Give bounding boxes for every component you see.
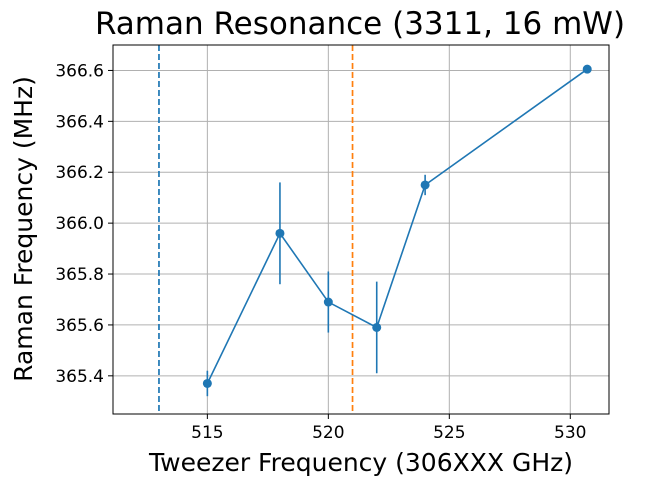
y-tick-label: 366.4 <box>55 112 104 132</box>
x-axis-label: Tweezer Frequency (306XXX GHz) <box>148 448 573 477</box>
chart-title: Raman Resonance (3311, 16 mW) <box>95 6 625 42</box>
data-point <box>372 322 382 332</box>
y-tick-label: 366.6 <box>55 61 104 81</box>
y-tick-label: 365.8 <box>55 265 104 285</box>
y-tick-label: 365.6 <box>55 316 104 336</box>
data-point <box>323 297 333 307</box>
y-tick-label: 365.4 <box>55 367 104 387</box>
x-tick-label: 525 <box>433 423 465 443</box>
y-axis-label: Raman Frequency (MHz) <box>9 76 38 382</box>
x-tick-label: 530 <box>554 423 586 443</box>
x-tick-label: 515 <box>191 423 223 443</box>
data-point <box>582 64 592 74</box>
data-point <box>275 228 285 238</box>
y-tick-label: 366.0 <box>55 214 104 234</box>
x-tick-label: 520 <box>312 423 344 443</box>
plot-frame <box>112 44 610 415</box>
data-point <box>420 180 430 190</box>
series-line <box>206 68 588 384</box>
data-point <box>202 378 212 388</box>
grid <box>113 45 609 414</box>
reference-lines <box>158 45 354 414</box>
data-series <box>202 64 592 397</box>
y-tick-label: 366.2 <box>55 163 104 183</box>
ticks: 515 520 525 530 365.4 365.6 365.8 366.0 366.2 366… <box>55 61 586 443</box>
